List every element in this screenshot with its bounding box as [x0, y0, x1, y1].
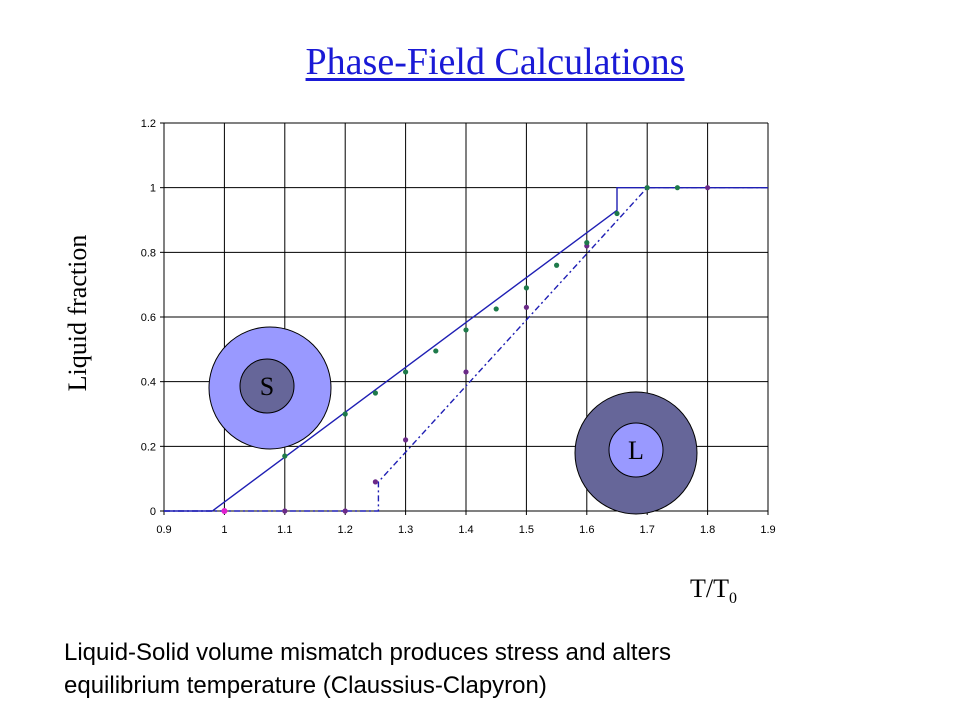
- slide-title: Phase-Field Calculations: [305, 41, 685, 83]
- y-tick-label: 1.2: [141, 118, 156, 130]
- y-tick-label: 1: [150, 183, 156, 195]
- chart-tick-labels: 0.9 1 1.1 1.2 1.3 1.4 1.5 1.6 1.7 1.8 1.9 0 0.2 0.4 0.…: [141, 118, 776, 536]
- x-axis-label-subscript: 0: [729, 590, 737, 608]
- y-tick-label: 0: [150, 506, 156, 518]
- y-tick-label: 0.8: [141, 247, 156, 259]
- liquid-label: L: [628, 436, 644, 465]
- data-point-magenta: [221, 508, 228, 514]
- series-line-dashdot: [164, 186, 768, 512]
- x-tick-label: 1.1: [277, 524, 292, 536]
- x-tick-label: 1.3: [398, 524, 413, 536]
- data-point-green: [584, 240, 590, 246]
- data-point-purple: [705, 185, 711, 191]
- data-point-purple: [463, 369, 469, 375]
- data-point-green: [523, 285, 530, 291]
- solid-inset: S: [208, 326, 332, 450]
- data-point-green: [342, 411, 348, 417]
- caption-line-2: equilibrium temperature (Claussius-Clapy…: [64, 672, 547, 699]
- solid-inner-circle: [239, 358, 295, 414]
- data-point-purple: [523, 304, 530, 310]
- data-point-green: [372, 390, 378, 396]
- data-point-green: [282, 453, 288, 459]
- data-point-green: [433, 348, 439, 354]
- data-point-green: [674, 185, 681, 191]
- data-point-green: [644, 185, 650, 191]
- x-tick-label: 1.7: [640, 524, 655, 536]
- solid-label: S: [260, 372, 274, 401]
- slide-caption: Liquid-Solid volume mismatch produces st…: [64, 636, 924, 702]
- x-tick-label: 1.8: [700, 524, 715, 536]
- x-tick-label: 0.9: [156, 524, 171, 536]
- liquid-inset: L: [574, 391, 698, 515]
- x-axis-label-main: T/T: [690, 574, 729, 603]
- data-point-green: [493, 306, 499, 312]
- chart-lines: [164, 186, 768, 512]
- x-tick-label: 1.4: [458, 524, 473, 536]
- x-axis-label: T/T0: [690, 574, 737, 608]
- data-point-green: [554, 262, 560, 268]
- liquid-inner-circle: [608, 422, 664, 478]
- x-tick-label: 1: [221, 524, 227, 536]
- chart-markers: [221, 185, 711, 514]
- data-point-purple: [342, 508, 348, 514]
- y-tick-label: 0.2: [141, 441, 156, 453]
- data-point-purple: [372, 479, 378, 485]
- data-point-green: [614, 210, 620, 217]
- y-tick-label: 0.4: [141, 377, 156, 389]
- data-point-purple: [403, 437, 409, 443]
- data-point-green: [463, 327, 469, 333]
- x-tick-label: 1.2: [338, 524, 353, 536]
- x-tick-label: 1.6: [579, 524, 594, 536]
- data-point-purple: [282, 508, 288, 514]
- data-point-green: [403, 369, 409, 375]
- caption-line-1: Liquid-Solid volume mismatch produces st…: [64, 639, 671, 666]
- x-tick-label: 1.5: [519, 524, 534, 536]
- y-tick-label: 0.6: [141, 312, 156, 324]
- x-tick-label: 1.9: [760, 524, 775, 536]
